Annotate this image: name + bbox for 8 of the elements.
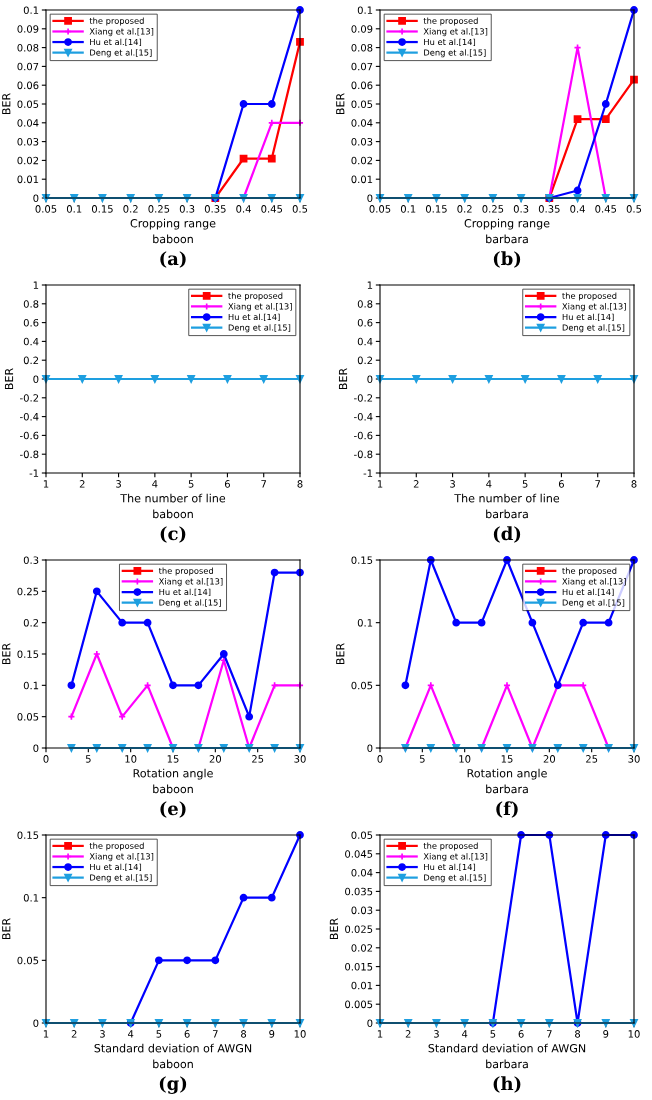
text: (e) xyxy=(160,801,186,818)
text: (a) xyxy=(160,251,186,268)
text: (g) xyxy=(159,1076,187,1094)
text: (c) xyxy=(160,526,186,543)
text: (f) xyxy=(496,801,518,818)
text: (h) xyxy=(493,1076,521,1093)
text: (b) xyxy=(493,251,521,268)
text: (d) xyxy=(493,526,521,543)
